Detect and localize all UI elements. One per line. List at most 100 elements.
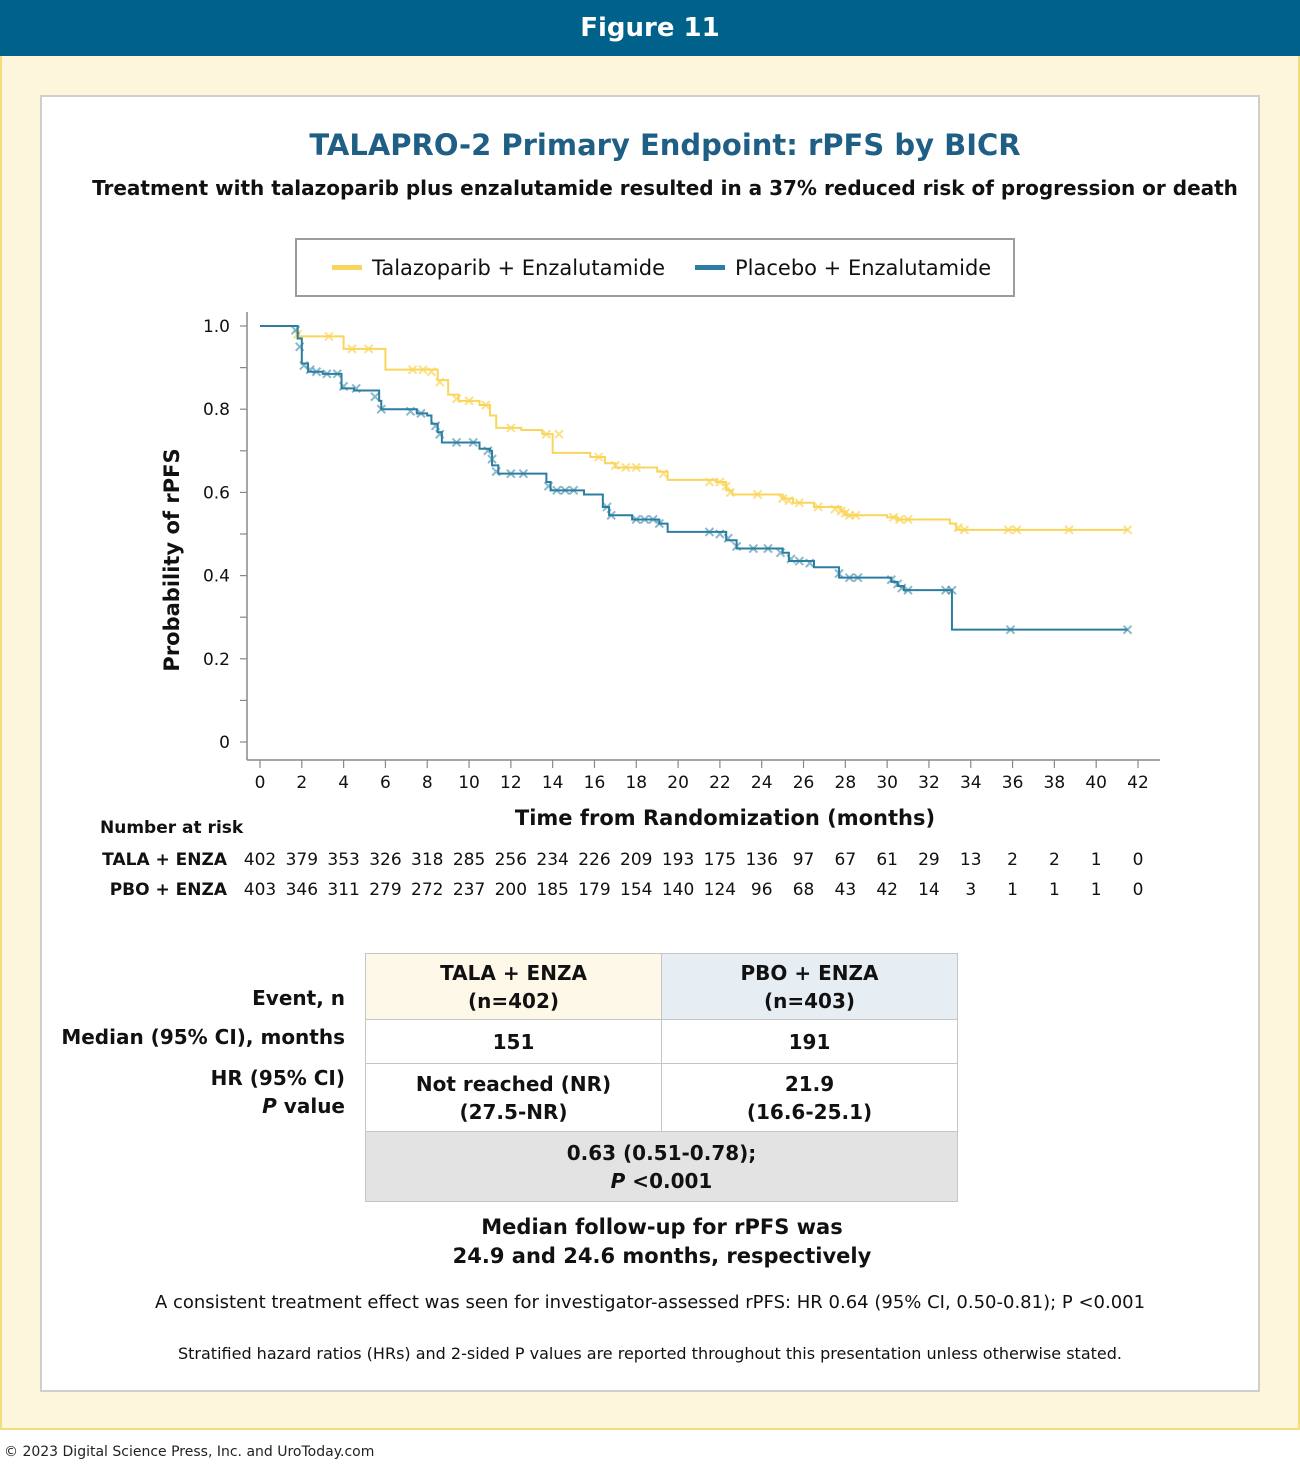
risk-value: 353 (327, 850, 360, 870)
censor-mark-placebo (648, 514, 658, 525)
risk-value: 67 (834, 850, 857, 870)
risk-row-label-pbo: PBO + ENZA (109, 880, 227, 900)
x-tick-label: 32 (918, 773, 940, 793)
censor-mark-talazoparib (407, 364, 418, 375)
risk-value: 136 (745, 850, 778, 870)
followup-note: Median follow-up for rPFS was 24.9 and 2… (40, 1213, 1284, 1271)
censor-mark-placebo (763, 543, 773, 554)
x-tick-label: 26 (793, 773, 815, 793)
risk-value: 1 (1007, 880, 1018, 900)
risk-value: 1 (1090, 850, 1102, 870)
censor-mark-placebo (487, 454, 497, 464)
x-tick-label: 16 (584, 773, 606, 793)
censor-mark-placebo (606, 510, 616, 520)
y-tick-label: 0.2 (203, 650, 230, 670)
censor-mark-placebo (370, 392, 380, 402)
censor-mark-talazoparib (506, 423, 516, 433)
censor-mark-talazoparib (631, 462, 641, 473)
risk-value: 179 (578, 880, 611, 900)
row-label-median: Median (95% CI), months (61, 1025, 345, 1049)
censor-mark-placebo (376, 404, 386, 414)
x-tick-label: 22 (709, 773, 731, 793)
risk-value: 0 (1132, 880, 1144, 900)
x-tick-label: 8 (422, 773, 433, 793)
risk-value: 1 (1090, 880, 1102, 900)
censor-mark-placebo (552, 485, 562, 496)
row-label-p-value: P value (15, 1093, 345, 1120)
censor-mark-placebo (654, 518, 664, 529)
censor-mark-placebo (631, 514, 641, 525)
event-tala: 151 (365, 1019, 662, 1064)
censor-mark-placebo (844, 572, 855, 583)
col-header-pbo: PBO + ENZA (n=403) (661, 953, 958, 1020)
risk-value: 2 (1048, 850, 1060, 870)
chart-legend: Talazoparib + Enzalutamide Placebo + Enz… (295, 238, 1015, 297)
risk-value: 29 (918, 850, 940, 870)
censor-mark-placebo (853, 572, 863, 583)
censor-mark-placebo (723, 533, 733, 543)
col-header-pbo-name: PBO + ENZA (740, 960, 879, 985)
row-label-hr: HR (95% CI) (210, 1066, 345, 1090)
censor-mark-talazoparib (777, 493, 788, 504)
censor-mark-placebo (805, 558, 815, 568)
col-header-pbo-n: (n=403) (763, 988, 856, 1013)
y-axis-label: Probability of rPFS (160, 448, 184, 672)
risk-value: 403 (243, 880, 277, 900)
censor-mark-placebo (305, 364, 315, 375)
median-tala: Not reached (NR) (27.5-NR) (365, 1063, 662, 1132)
censor-mark-talazoparib (894, 514, 905, 525)
censor-mark-placebo (543, 481, 554, 491)
x-tick-label: 34 (960, 773, 982, 793)
series-line-placebo (260, 325, 1128, 631)
risk-value: 311 (327, 880, 360, 900)
risk-value: 318 (411, 850, 444, 870)
censor-mark-talazoparib (725, 487, 736, 498)
censor-mark-placebo (483, 446, 493, 456)
censor-mark-placebo (834, 568, 844, 579)
y-tick-label: 0 (219, 733, 230, 753)
risk-value: 326 (369, 850, 402, 870)
censor-mark-placebo (775, 548, 786, 558)
censor-mark-talazoparib (324, 331, 334, 342)
censor-mark-talazoparib (610, 460, 621, 471)
censor-mark-placebo (1122, 624, 1133, 635)
legend-item-placebo: Placebo + Enzalutamide (695, 240, 991, 295)
hazard-ratio-value: 0.63 (0.51-0.78); (566, 1140, 757, 1165)
chart-title: TALAPRO-2 Primary Endpoint: rPFS by BICR (309, 128, 1021, 162)
censor-mark-talazoparib (851, 510, 861, 520)
censor-mark-placebo (602, 502, 612, 512)
censor-mark-placebo (897, 583, 907, 593)
risk-value: 193 (661, 850, 695, 870)
censor-mark-placebo (639, 514, 650, 525)
col-header-tala: TALA + ENZA (n=402) (365, 953, 662, 1020)
censor-mark-talazoparib (464, 396, 474, 406)
x-tick-label: 2 (296, 773, 307, 793)
censor-mark-talazoparib (481, 400, 491, 410)
censor-mark-placebo (351, 383, 361, 394)
figure-label: Figure 11 (0, 0, 1300, 56)
risk-value: 14 (918, 880, 940, 900)
x-tick-label: 30 (876, 773, 898, 793)
censor-mark-talazoparib (704, 477, 715, 487)
censor-mark-placebo (435, 429, 445, 439)
censor-mark-placebo (903, 585, 913, 595)
censor-mark-talazoparib (953, 523, 963, 533)
censor-mark-talazoparib (1064, 525, 1074, 535)
legend-label-placebo: Placebo + Enzalutamide (735, 255, 992, 280)
censor-mark-placebo (715, 529, 725, 539)
censor-mark-placebo (886, 575, 897, 585)
censor-mark-talazoparib (658, 468, 669, 479)
legend-swatch-talazoparib (332, 265, 362, 270)
hr-p-italic: P (610, 1168, 626, 1193)
row-label-event: Event, n (252, 986, 345, 1010)
censor-mark-talazoparib (1122, 525, 1133, 535)
risk-value: 175 (703, 850, 737, 870)
legend-item-talazoparib: Talazoparib + Enzalutamide (332, 240, 665, 295)
col-header-tala-name: TALA + ENZA (440, 960, 587, 985)
censor-mark-placebo (299, 360, 309, 371)
legend-swatch-placebo (695, 265, 725, 270)
risk-value: 140 (661, 880, 695, 900)
risk-value: 68 (792, 880, 815, 900)
censor-mark-placebo (405, 406, 416, 416)
censor-mark-talazoparib (794, 498, 805, 508)
